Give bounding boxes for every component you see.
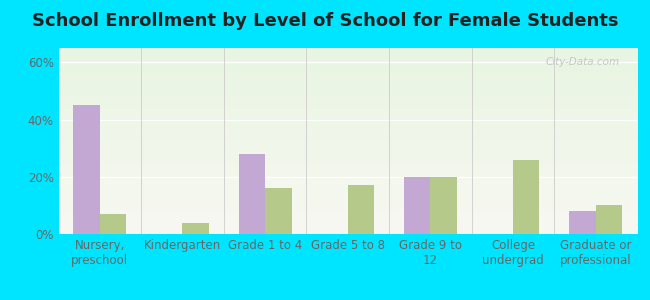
Bar [513, 160, 540, 234]
Bar [595, 206, 622, 234]
Bar [404, 177, 430, 234]
Bar [430, 177, 457, 234]
Bar [265, 188, 292, 234]
Bar [73, 105, 100, 234]
Bar [569, 211, 595, 234]
Bar [100, 214, 126, 234]
Bar [348, 185, 374, 234]
Bar [239, 154, 265, 234]
Text: City-Data.com: City-Data.com [545, 57, 619, 67]
Bar [183, 223, 209, 234]
Text: School Enrollment by Level of School for Female Students: School Enrollment by Level of School for… [32, 12, 618, 30]
